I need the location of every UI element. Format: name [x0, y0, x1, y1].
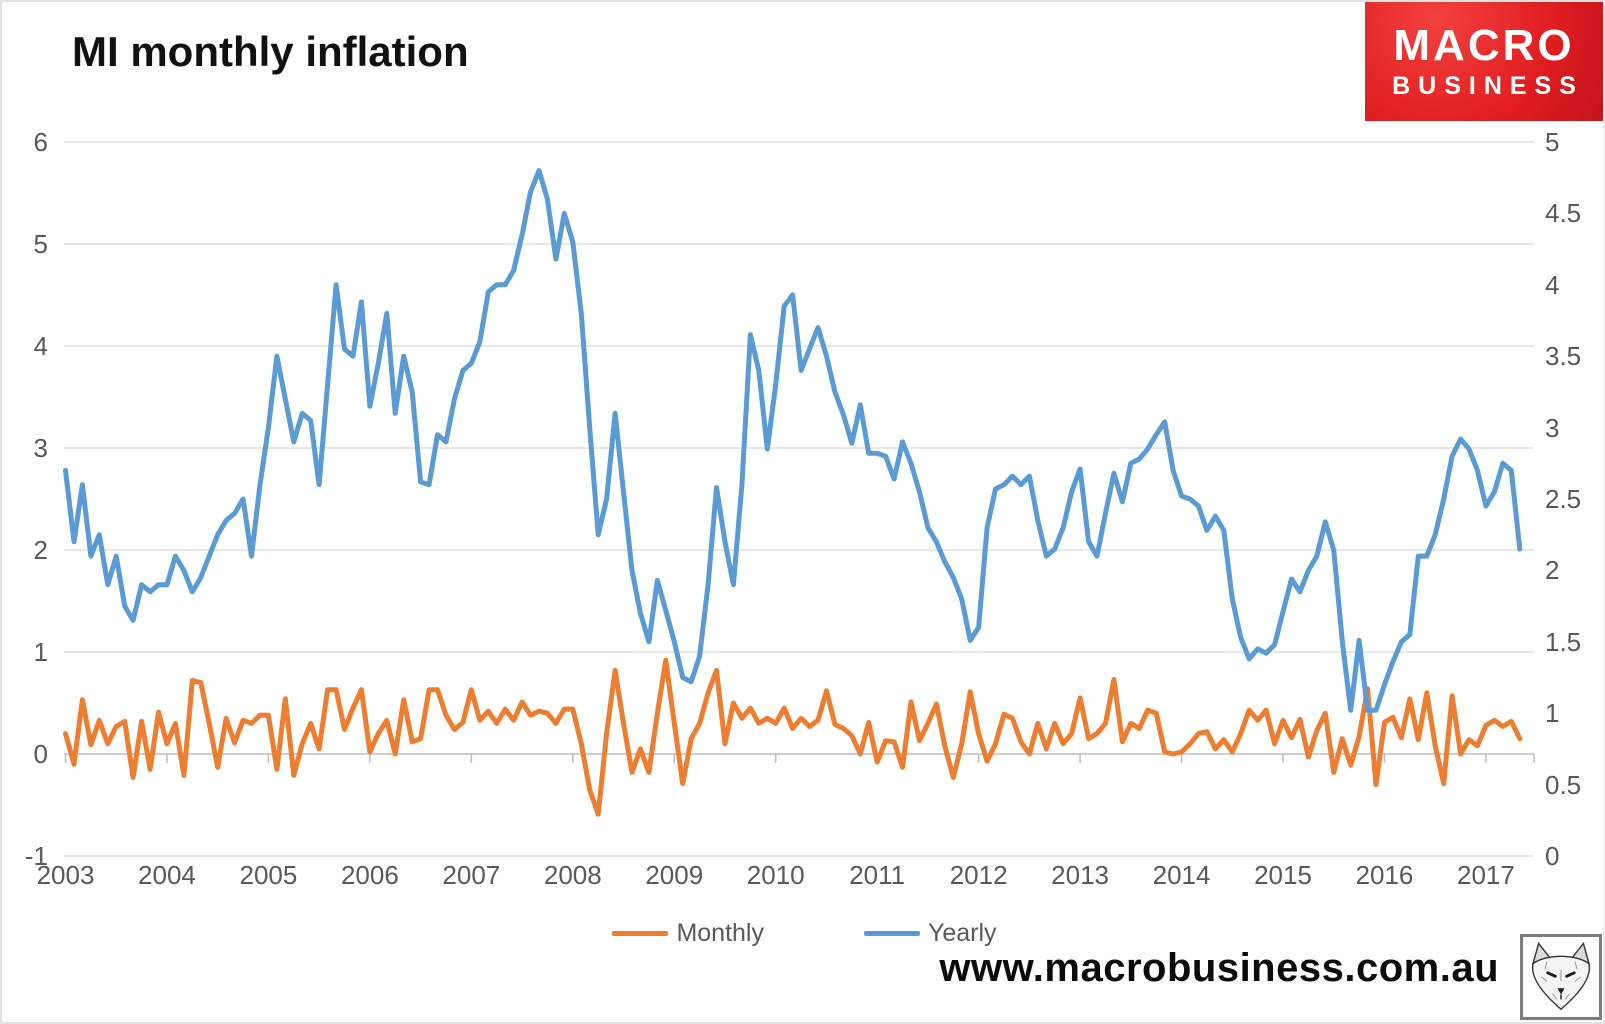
logo-line1: MACRO	[1393, 21, 1575, 70]
macrobusiness-logo: MACRO BUSINESS	[1365, 2, 1603, 121]
site-url: www.macrobusiness.com.au	[939, 946, 1499, 990]
logo-line2: BUSINESS	[1392, 72, 1584, 100]
chart-title: MI monthly inflation	[72, 28, 469, 75]
yearly-series-line	[63, 168, 1523, 713]
monthly-series-line	[63, 657, 1523, 817]
fox-logo	[1520, 934, 1602, 1020]
fox-sketch-icon	[1531, 941, 1591, 1011]
